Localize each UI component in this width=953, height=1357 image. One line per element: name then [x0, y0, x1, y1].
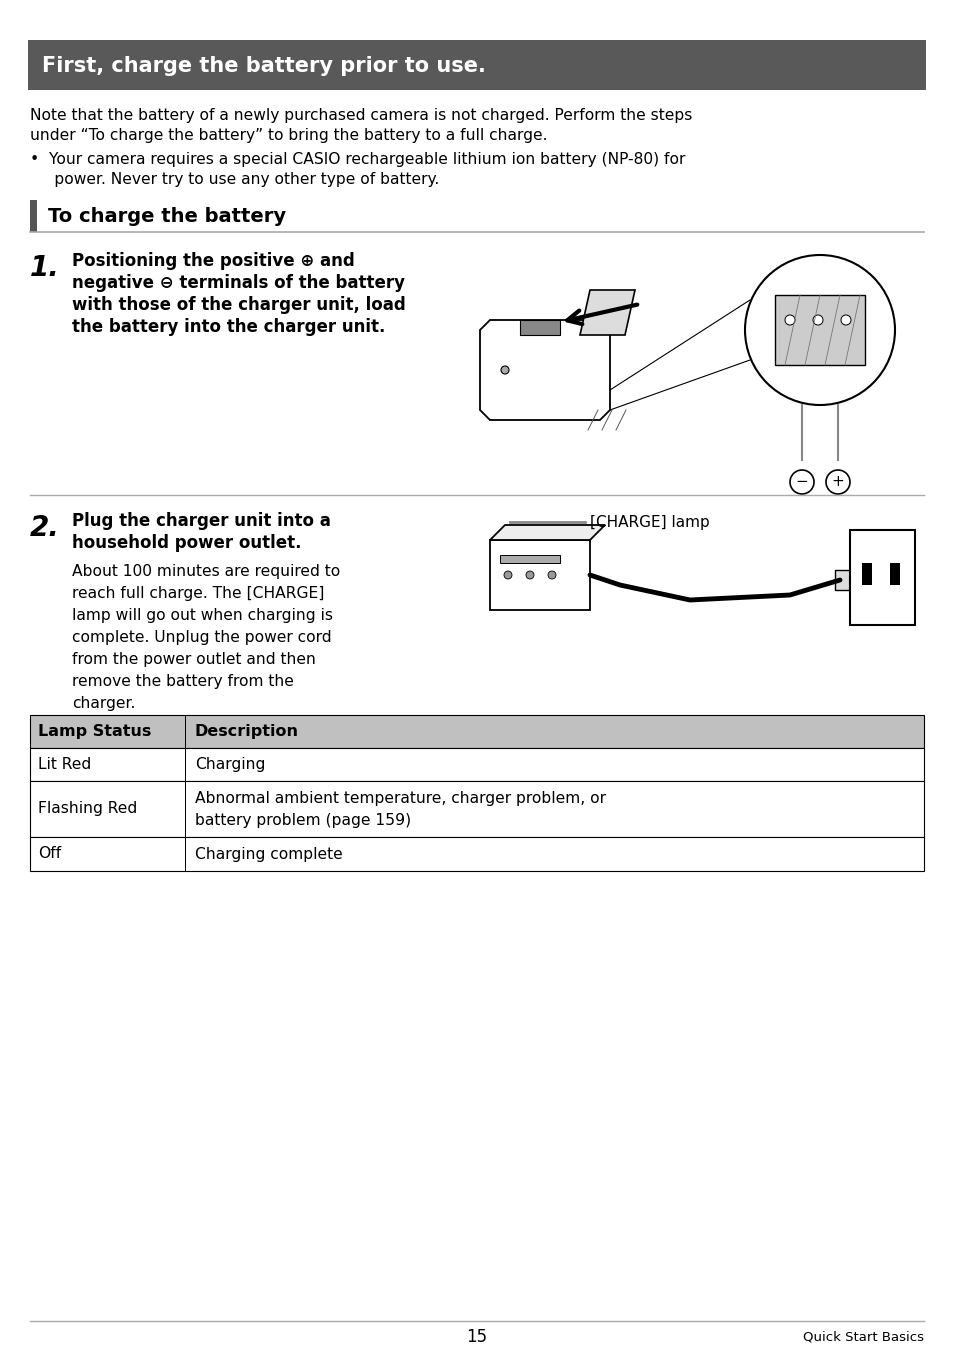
Bar [30, 782, 923, 837]
Text: To charge the battery: To charge the battery [48, 208, 286, 227]
Circle shape [503, 571, 512, 579]
Circle shape [841, 315, 850, 324]
Circle shape [789, 470, 813, 494]
Text: charger.: charger. [71, 696, 135, 711]
Circle shape [825, 470, 849, 494]
Text: Abnormal ambient temperature, charger problem, or: Abnormal ambient temperature, charger pr… [194, 791, 605, 806]
Polygon shape [490, 525, 604, 540]
Polygon shape [579, 290, 635, 335]
Bar [889, 563, 899, 585]
Circle shape [500, 366, 509, 375]
Text: from the power outlet and then: from the power outlet and then [71, 651, 315, 668]
Text: •  Your camera requires a special CASIO rechargeable lithium ion battery (NP-80): • Your camera requires a special CASIO r… [30, 152, 684, 167]
Text: About 100 minutes are required to: About 100 minutes are required to [71, 565, 340, 579]
Text: Off: Off [38, 847, 61, 862]
Circle shape [812, 315, 822, 324]
Text: Charging: Charging [194, 757, 265, 772]
Text: Lamp Status: Lamp Status [38, 725, 152, 740]
Bar [30, 715, 923, 748]
Text: Lit Red: Lit Red [38, 757, 91, 772]
Text: household power outlet.: household power outlet. [71, 535, 301, 552]
Text: power. Never try to use any other type of battery.: power. Never try to use any other type o… [30, 172, 438, 187]
Bar [499, 555, 559, 563]
Circle shape [547, 571, 556, 579]
Text: with those of the charger unit, load: with those of the charger unit, load [71, 296, 405, 313]
Text: Charging complete: Charging complete [194, 847, 342, 862]
Text: under “To charge the battery” to bring the battery to a full charge.: under “To charge the battery” to bring t… [30, 128, 547, 142]
Text: Flashing Red: Flashing Red [38, 802, 137, 817]
Text: 2.: 2. [30, 514, 60, 541]
Circle shape [744, 255, 894, 404]
Bar [849, 531, 914, 626]
Text: Note that the battery of a newly purchased camera is not charged. Perform the st: Note that the battery of a newly purchas… [30, 109, 692, 123]
Polygon shape [490, 540, 589, 611]
Text: reach full charge. The [CHARGE]: reach full charge. The [CHARGE] [71, 586, 324, 601]
Text: lamp will go out when charging is: lamp will go out when charging is [71, 608, 333, 623]
Text: remove the battery from the: remove the battery from the [71, 674, 294, 689]
Bar [774, 294, 864, 365]
Text: 1.: 1. [30, 254, 60, 282]
Text: battery problem (page 159): battery problem (page 159) [194, 813, 411, 828]
Bar [30, 199, 37, 232]
Text: −: − [795, 475, 807, 490]
Polygon shape [834, 570, 854, 590]
Text: First, charge the battery prior to use.: First, charge the battery prior to use. [42, 56, 485, 76]
Circle shape [784, 315, 794, 324]
Text: the battery into the charger unit.: the battery into the charger unit. [71, 318, 385, 337]
Text: negative ⊖ terminals of the battery: negative ⊖ terminals of the battery [71, 274, 405, 292]
Bar [30, 837, 923, 871]
Text: 15: 15 [466, 1329, 487, 1346]
Text: Quick Start Basics: Quick Start Basics [802, 1330, 923, 1343]
Polygon shape [519, 320, 559, 335]
Text: Plug the charger unit into a: Plug the charger unit into a [71, 512, 331, 531]
Polygon shape [479, 320, 609, 421]
Text: complete. Unplug the power cord: complete. Unplug the power cord [71, 630, 332, 645]
Bar [30, 748, 923, 782]
Text: +: + [831, 475, 843, 490]
Bar [28, 39, 925, 90]
Text: Description: Description [194, 725, 298, 740]
Text: Positioning the positive ⊕ and: Positioning the positive ⊕ and [71, 252, 355, 270]
Bar [862, 563, 871, 585]
Circle shape [525, 571, 534, 579]
Text: [CHARGE] lamp: [CHARGE] lamp [589, 514, 709, 529]
